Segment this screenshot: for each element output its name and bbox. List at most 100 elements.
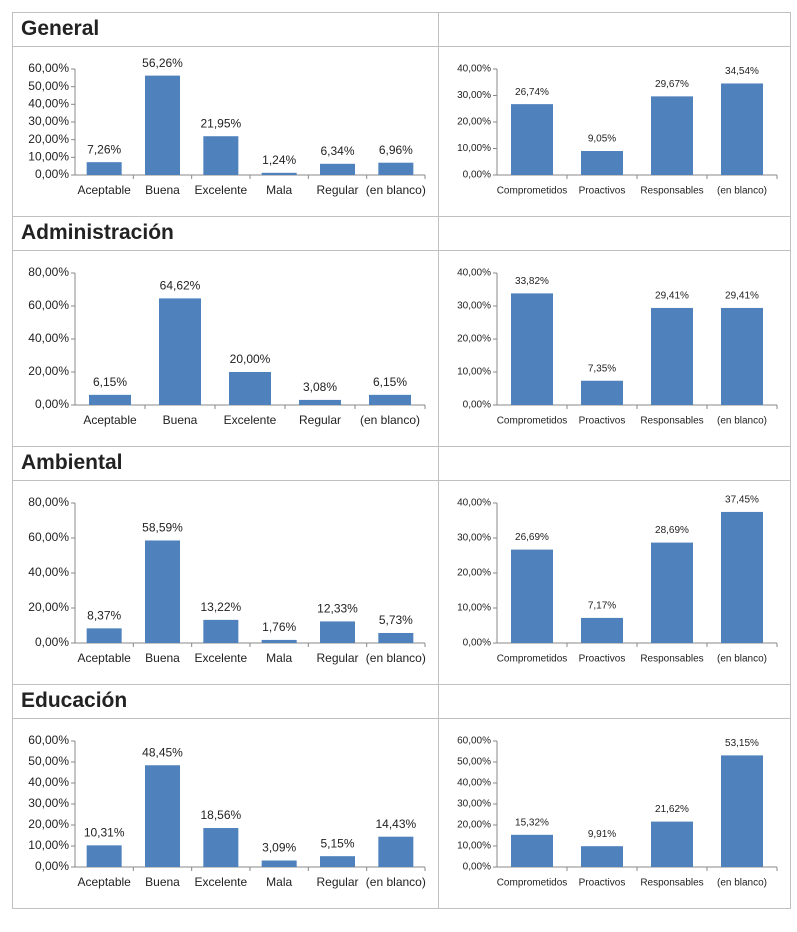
bar [651, 542, 693, 643]
value-label: 3,08% [303, 380, 337, 394]
bar [261, 172, 297, 175]
y-tick-label: 30,00% [457, 90, 491, 101]
value-label: 5,73% [379, 613, 413, 627]
value-label: 8,37% [87, 609, 121, 623]
x-tick-label: Comprometidos [497, 654, 568, 665]
y-tick-label: 20,00% [28, 132, 69, 146]
bar [203, 619, 239, 643]
value-label: 28,69% [655, 525, 689, 536]
bar [86, 845, 122, 867]
bar [581, 151, 623, 175]
bar [721, 755, 763, 867]
x-tick-label: Aceptable [77, 651, 131, 665]
value-label: 1,24% [262, 153, 296, 167]
y-tick-label: 20,00% [457, 117, 491, 128]
x-tick-label: Buena [145, 875, 180, 889]
bar [651, 96, 693, 175]
bar [261, 639, 297, 643]
x-tick-label: Excelente [224, 413, 277, 427]
bar [229, 372, 271, 405]
x-tick-label: Responsables [640, 878, 703, 889]
bar [145, 765, 180, 867]
y-tick-label: 0,00% [463, 170, 491, 181]
y-tick-label: 30,00% [28, 796, 69, 810]
y-tick-label: 10,00% [457, 367, 491, 378]
y-tick-label: 40,00% [457, 778, 491, 789]
x-tick-label: Responsables [640, 416, 703, 427]
x-tick-label: Regular [316, 651, 358, 665]
y-tick-label: 40,00% [28, 97, 69, 111]
x-tick-label: Comprometidos [497, 416, 568, 427]
bar [261, 860, 297, 867]
chart-cell: 0,00% 20,00% 40,00% 60,00% 80,00% Aceptable 8,… [13, 481, 439, 685]
value-label: 7,26% [87, 142, 121, 156]
value-label: 26,74% [515, 87, 549, 98]
y-tick-label: 0,00% [463, 400, 491, 411]
value-label: 34,54% [725, 66, 759, 77]
chart: 0,00% 10,00% 20,00% 30,00% 40,00% Comprometid… [457, 268, 778, 427]
y-tick-label: 30,00% [28, 114, 69, 128]
bar [511, 293, 553, 405]
bar [721, 511, 763, 643]
y-tick-label: 60,00% [457, 736, 491, 747]
value-label: 6,15% [93, 375, 127, 389]
bar [320, 856, 355, 867]
x-tick-label: Buena [163, 413, 198, 427]
y-tick-label: 10,00% [457, 841, 491, 852]
x-tick-label: Excelente [194, 651, 247, 665]
x-tick-label: Responsables [640, 186, 703, 197]
x-tick-label: Proactivos [579, 654, 626, 665]
y-tick-label: 20,00% [28, 600, 69, 614]
header-cell: Administración [13, 217, 439, 251]
section-title: Educación [21, 689, 128, 712]
section-title: Ambiental [21, 451, 123, 474]
chart: 0,00% 20,00% 40,00% 60,00% 80,00% Aceptable 8,… [28, 495, 426, 665]
x-tick-label: Aceptable [77, 183, 131, 197]
y-tick-label: 0,00% [35, 167, 69, 181]
y-tick-label: 80,00% [28, 495, 69, 509]
bar [581, 617, 623, 643]
y-tick-label: 0,00% [35, 397, 69, 411]
chart-cell: 0,00% 10,00% 20,00% 30,00% 40,00% 50,00% 60,00… [439, 719, 791, 909]
y-tick-label: 60,00% [28, 298, 69, 312]
value-label: 64,62% [160, 279, 201, 293]
chart-cell: 0,00% 10,00% 20,00% 30,00% 40,00% Comprometid… [439, 47, 791, 217]
bar [320, 621, 355, 643]
x-tick-label: Proactivos [579, 186, 626, 197]
y-tick-label: 20,00% [457, 334, 491, 345]
value-label: 6,96% [379, 143, 413, 157]
bar [378, 632, 414, 643]
chart-cell: 0,00% 20,00% 40,00% 60,00% 80,00% Aceptable 6,… [13, 251, 439, 447]
y-tick-label: 50,00% [28, 79, 69, 93]
x-tick-label: Mala [266, 651, 292, 665]
x-tick-label: Regular [299, 413, 341, 427]
y-tick-label: 0,00% [463, 638, 491, 649]
bar [651, 821, 693, 867]
bar [581, 846, 623, 867]
y-tick-label: 10,00% [457, 603, 491, 614]
value-label: 10,31% [84, 826, 125, 840]
x-tick-label: (en blanco) [366, 183, 426, 197]
x-tick-label: Regular [316, 875, 358, 889]
y-tick-label: 10,00% [28, 838, 69, 852]
value-label: 29,67% [655, 79, 689, 90]
value-label: 48,45% [142, 745, 183, 759]
bar [86, 628, 122, 643]
header-cell [439, 447, 791, 481]
bar [145, 540, 180, 643]
value-label: 18,56% [200, 808, 241, 822]
bar [651, 307, 693, 405]
x-tick-label: (en blanco) [366, 651, 426, 665]
y-tick-label: 10,00% [28, 150, 69, 164]
value-label: 7,17% [588, 601, 616, 612]
x-tick-label: Proactivos [579, 416, 626, 427]
x-tick-label: (en blanco) [717, 654, 767, 665]
y-tick-label: 30,00% [457, 533, 491, 544]
x-tick-label: (en blanco) [366, 875, 426, 889]
value-label: 26,69% [515, 532, 549, 543]
x-tick-label: (en blanco) [717, 878, 767, 889]
x-tick-label: (en blanco) [717, 416, 767, 427]
bar [203, 828, 239, 867]
value-label: 12,33% [317, 602, 358, 616]
y-tick-label: 30,00% [457, 799, 491, 810]
